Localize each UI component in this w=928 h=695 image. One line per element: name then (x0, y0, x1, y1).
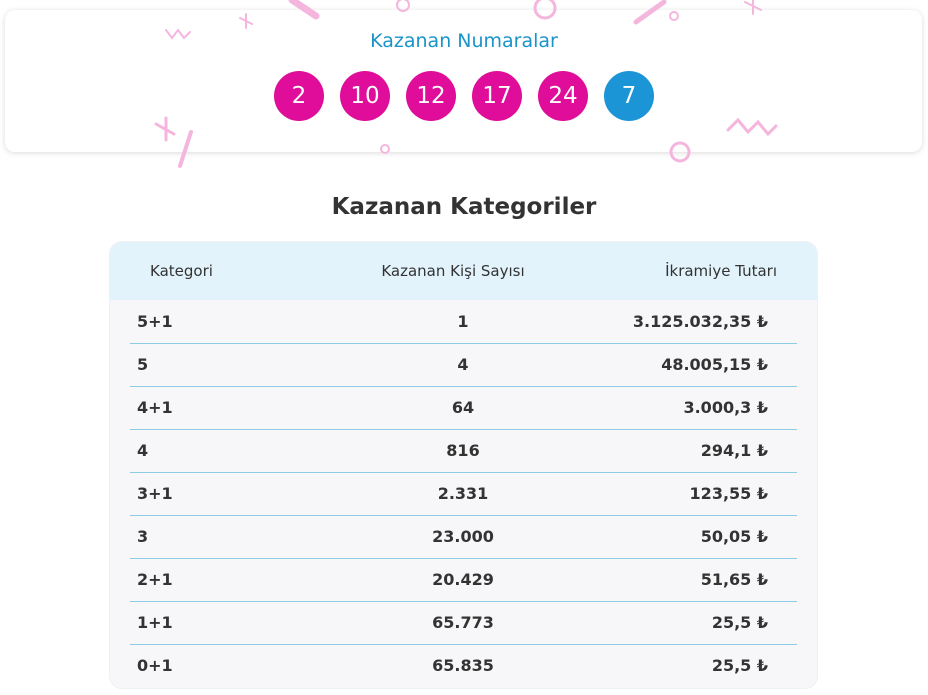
table-header: Kategori Kazanan Kişi Sayısı İkramiye Tu… (110, 242, 817, 300)
table-row: 5 4 48.005,15 ₺ (130, 343, 797, 387)
prize-cell: 25,5 ₺ (711, 656, 768, 675)
confetti (669, 11, 679, 21)
winners-cell: 816 (446, 441, 480, 460)
winners-cell: 65.835 (432, 656, 494, 675)
confetti (178, 130, 193, 168)
category-cell: 1+1 (137, 613, 173, 632)
plus-ball: 7 (604, 71, 654, 121)
numbers-card (5, 10, 922, 152)
confetti (396, 0, 410, 12)
prize-cell: 48.005,15 ₺ (661, 355, 768, 374)
number-ball: 2 (274, 71, 324, 121)
prize-cell: 51,65 ₺ (700, 570, 768, 589)
category-cell: 5 (137, 355, 149, 374)
number-ball: 10 (340, 71, 390, 121)
table-row: 4 816 294,1 ₺ (130, 429, 797, 473)
confetti (165, 28, 191, 40)
category-cell: 4+1 (137, 398, 173, 417)
winners-cell: 65.773 (432, 613, 494, 632)
prize-cell: 294,1 ₺ (700, 441, 768, 460)
table-row: 0+1 65.835 25,5 ₺ (130, 644, 797, 687)
confetti (288, 0, 320, 20)
number-ball: 12 (406, 71, 456, 121)
winners-cell: 4 (457, 355, 469, 374)
confetti (154, 116, 176, 142)
winners-cell: 2.331 (437, 484, 489, 503)
confetti (633, 0, 667, 25)
prize-cell: 50,05 ₺ (700, 527, 768, 546)
category-cell: 2+1 (137, 570, 173, 589)
confetti (533, 0, 557, 20)
table-row: 2+1 20.429 51,65 ₺ (130, 558, 797, 602)
confetti (726, 117, 778, 137)
category-cell: 5+1 (137, 312, 173, 331)
column-header: Kategori (150, 262, 213, 280)
winners-cell: 1 (457, 312, 469, 331)
category-cell: 3+1 (137, 484, 173, 503)
prize-cell: 3.000,3 ₺ (683, 398, 768, 417)
table-row: 3 23.000 50,05 ₺ (130, 515, 797, 559)
prize-cell: 3.125.032,35 ₺ (632, 312, 768, 331)
number-ball: 24 (538, 71, 588, 121)
numbers-title: Kazanan Numaralar (370, 30, 558, 52)
category-cell: 4 (137, 441, 149, 460)
table-row: 4+1 64 3.000,3 ₺ (130, 386, 797, 430)
confetti (154, 0, 778, 168)
confetti (380, 144, 390, 154)
table-row: 1+1 65.773 25,5 ₺ (130, 601, 797, 645)
number-ball: 17 (472, 71, 522, 121)
categories-title: Kazanan Kategoriler (331, 194, 597, 220)
category-cell: 0+1 (137, 656, 173, 675)
prize-cell: 123,55 ₺ (689, 484, 768, 503)
winners-cell: 23.000 (432, 527, 494, 546)
table-row: 5+1 1 3.125.032,35 ₺ (130, 300, 797, 344)
winners-cell: 64 (451, 398, 475, 417)
confetti (669, 141, 691, 163)
confetti (239, 13, 253, 29)
column-header: Kazanan Kişi Sayısı (381, 262, 525, 280)
prize-cell: 25,5 ₺ (711, 613, 768, 632)
table: Kategori Kazanan Kişi Sayısı İkramiye Tu… (110, 242, 817, 688)
table-row: 3+1 2.331 123,55 ₺ (130, 472, 797, 516)
winners-cell: 20.429 (432, 570, 494, 589)
column-header: İkramiye Tutarı (665, 262, 777, 280)
category-cell: 3 (137, 527, 149, 546)
confetti (744, 0, 762, 15)
number-balls: 2 10 12 17 24 7 (0, 71, 928, 121)
